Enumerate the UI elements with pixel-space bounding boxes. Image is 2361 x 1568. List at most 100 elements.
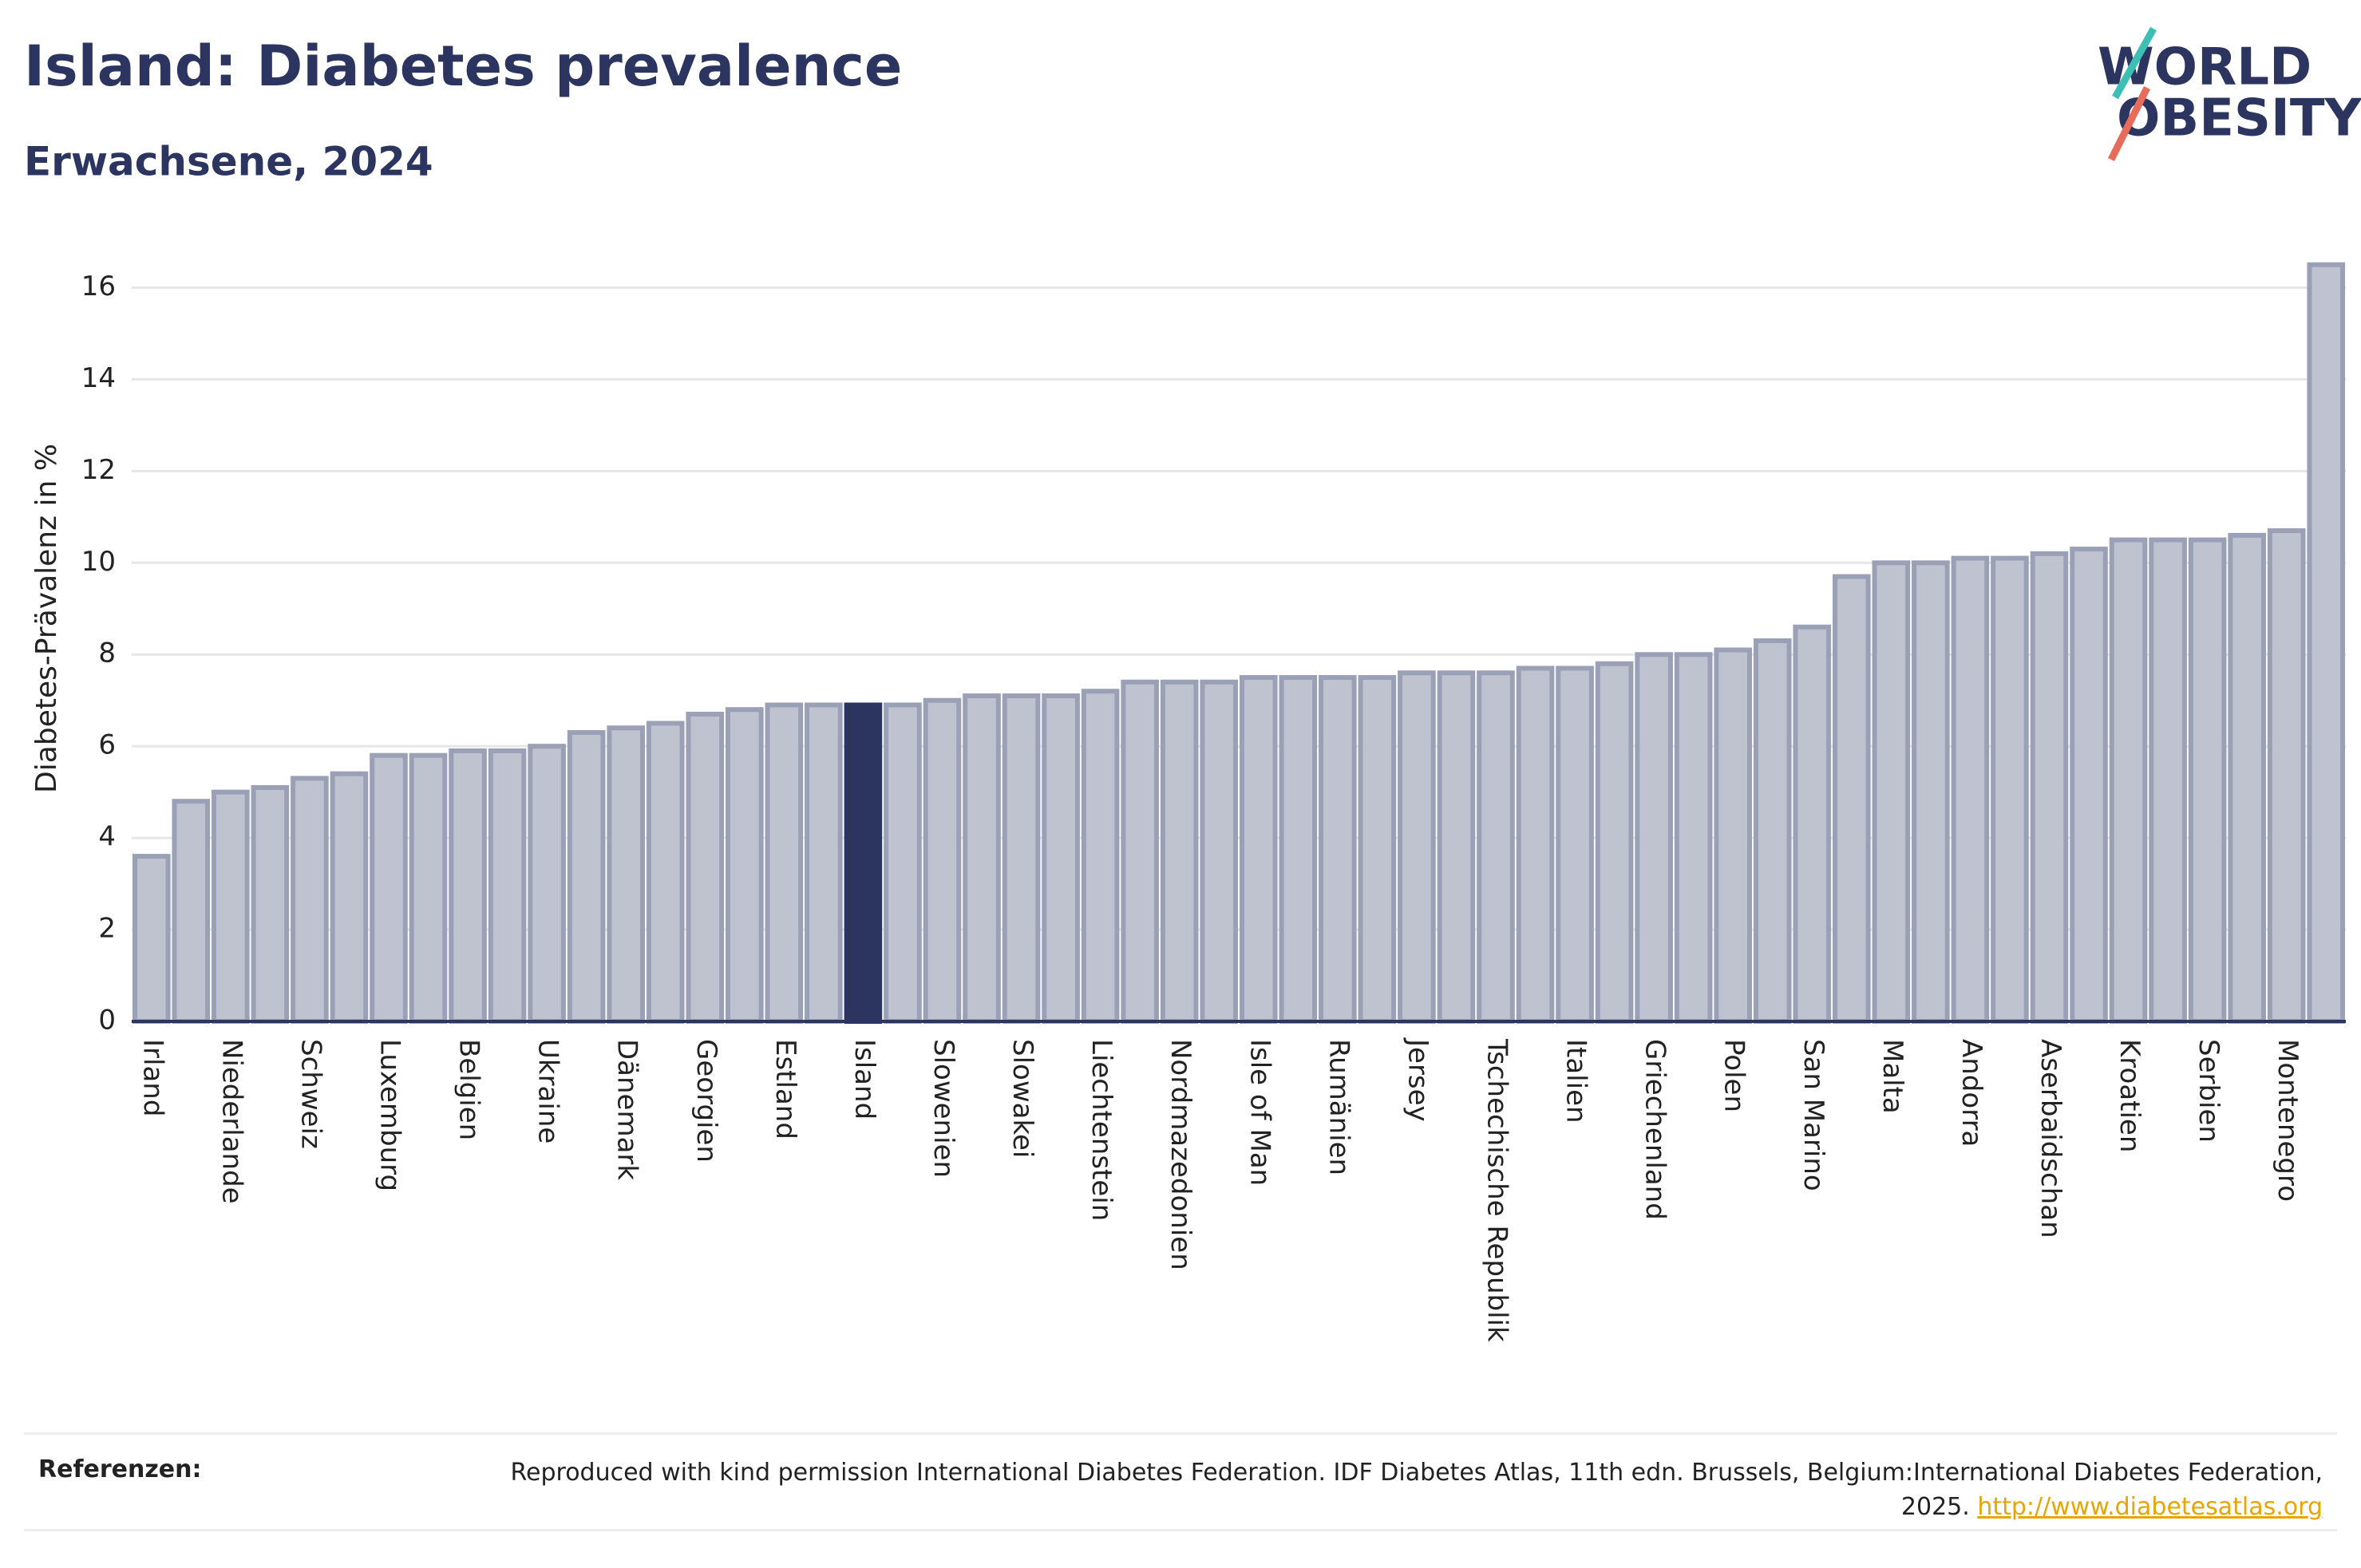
bar [251,784,290,1025]
bar [1279,674,1318,1024]
bar [409,752,448,1024]
bar [607,725,646,1024]
bar [646,721,685,1024]
x-tick-label: Griechenland [1639,1039,1671,1220]
x-tick-label: Isle of Man [1244,1039,1275,1186]
y-tick-label: 4 [98,821,116,853]
bar [923,697,962,1024]
bar [567,729,606,1024]
bar [1477,670,1515,1024]
x-tick-label: Island [848,1039,880,1120]
x-tick-label: Montenegro [2272,1039,2304,1202]
bar [1200,679,1239,1024]
x-tick-label: Italien [1560,1039,1592,1124]
x-tick-label: Polen [1718,1039,1750,1112]
x-tick-label: Slowakei [1006,1039,1038,1158]
x-tick-label: San Marino [1797,1039,1829,1191]
bar [1516,666,1555,1024]
y-tick-label: 0 [98,1005,116,1037]
y-tick-label: 10 [81,546,116,578]
bar [1991,555,2029,1024]
logo: WORLD OBESITY [2098,26,2361,162]
bar [370,752,408,1024]
bar [1398,670,1436,1024]
logo-slash-top [2112,26,2157,100]
x-tick-label: Irland [136,1039,168,1116]
x-tick-label: Belgien [453,1039,485,1140]
x-tick-label: Rumänien [1323,1039,1355,1175]
bar [1912,560,1950,1024]
x-tick-label: Ukraine [532,1039,564,1143]
logo-line2: OBESITY [2117,89,2361,148]
bar [1160,679,1199,1024]
bar [2307,262,2346,1024]
bar [1595,661,1634,1025]
bar [1239,674,1278,1024]
x-tick-label: Jersey [1402,1037,1434,1122]
bar [1635,652,1673,1024]
references: Reproduced with kind permission Internat… [487,1455,2323,1524]
x-tick-label: Nordmazedonien [1165,1039,1196,1270]
x-tick-label: Tschechische Republik [1481,1038,1513,1342]
bar [844,702,883,1024]
y-tick-label: 2 [98,913,116,945]
x-tick-label: Niederlande [216,1039,247,1204]
bar [686,711,725,1025]
bar [2030,551,2069,1024]
bar [1556,666,1594,1024]
bar [1319,674,1357,1024]
bar [1753,638,1792,1025]
x-tick-label: Aserbaidschan [2035,1039,2066,1238]
bar [1437,670,1476,1024]
x-tick-label: Serbien [2193,1039,2225,1143]
bar [2188,537,2227,1024]
bar [1081,689,1120,1025]
bar [2228,532,2266,1024]
references-label: Referenzen: [38,1455,202,1483]
bar [2149,537,2187,1024]
x-tick-label: Estland [769,1039,801,1139]
bar [2070,547,2108,1024]
x-tick-label: Schweiz [295,1039,326,1149]
bar [291,776,329,1024]
bar [1674,652,1713,1024]
bar [212,789,250,1024]
bar [172,799,211,1024]
bar [1002,693,1041,1024]
bar [2267,528,2306,1024]
y-tick-label: 8 [98,638,116,669]
chart-subtitle: Erwachsene, 2024 [24,139,433,185]
bar [1358,674,1397,1024]
x-tick-label: Slowenien [927,1039,959,1178]
chart-title: Island: Diabetes prevalence [24,34,902,99]
references-link[interactable]: http://www.diabetesatlas.org [1977,1493,2323,1521]
x-tick-label: Liechtenstein [1086,1039,1117,1221]
x-tick-label: Georgien [690,1039,722,1163]
logo-slash-bottom [2107,85,2151,162]
bar [725,707,764,1024]
bar [2109,537,2148,1024]
y-tick-label: 12 [81,454,116,486]
bar [1793,624,1832,1024]
bar [884,702,922,1024]
bar [765,702,804,1024]
bar [1714,647,1753,1024]
y-tick-label: 16 [81,271,116,302]
bar [488,748,527,1024]
y-tick-label: 6 [98,729,116,761]
x-tick-label: Luxemburg [374,1039,405,1191]
bar [1832,574,1871,1024]
references-text: Reproduced with kind permission Internat… [510,1459,2323,1521]
bar [1872,560,1911,1024]
bar [330,771,369,1024]
x-tick-label: Kroatien [2114,1039,2145,1152]
bar [449,748,487,1024]
y-axis-title: Diabetes-Prävalenz in % [30,444,63,793]
y-tick-label: 14 [81,362,116,394]
x-tick-label: Andorra [1956,1039,1987,1147]
bar [1121,679,1159,1024]
bar [805,702,843,1024]
bar [963,693,1001,1024]
